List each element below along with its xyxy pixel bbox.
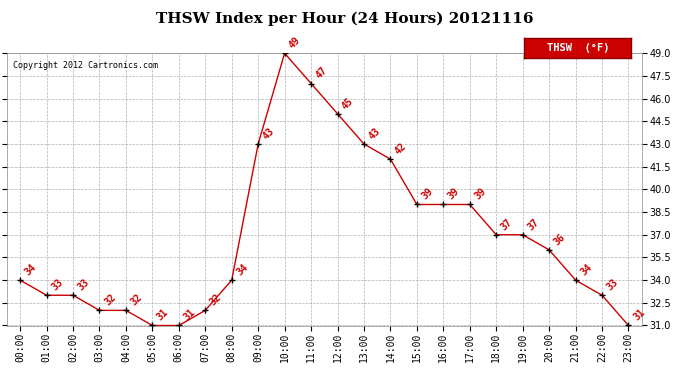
Text: 39: 39 (420, 186, 435, 202)
Text: 45: 45 (340, 96, 355, 111)
Text: 34: 34 (23, 262, 38, 278)
Text: 39: 39 (446, 186, 462, 202)
Text: 33: 33 (50, 277, 65, 292)
Text: 33: 33 (605, 277, 620, 292)
Text: 33: 33 (76, 277, 91, 292)
Text: 32: 32 (102, 292, 117, 308)
Text: 37: 37 (499, 217, 514, 232)
Text: 32: 32 (129, 292, 144, 308)
Text: 34: 34 (578, 262, 593, 278)
Text: Copyright 2012 Cartronics.com: Copyright 2012 Cartronics.com (13, 61, 158, 70)
Text: 49: 49 (288, 35, 303, 51)
Text: 47: 47 (314, 65, 329, 81)
Text: 34: 34 (235, 262, 250, 278)
Text: 36: 36 (552, 232, 567, 247)
Text: 43: 43 (367, 126, 382, 141)
Text: THSW Index per Hour (24 Hours) 20121116: THSW Index per Hour (24 Hours) 20121116 (156, 11, 534, 26)
Text: 31: 31 (155, 308, 170, 323)
Text: 39: 39 (473, 186, 488, 202)
Text: 31: 31 (181, 308, 197, 323)
Text: THSW  (°F): THSW (°F) (546, 43, 609, 53)
Text: 42: 42 (393, 141, 408, 156)
Text: 31: 31 (631, 308, 647, 323)
Text: 43: 43 (261, 126, 276, 141)
Text: 37: 37 (526, 217, 541, 232)
Text: 32: 32 (208, 292, 224, 308)
